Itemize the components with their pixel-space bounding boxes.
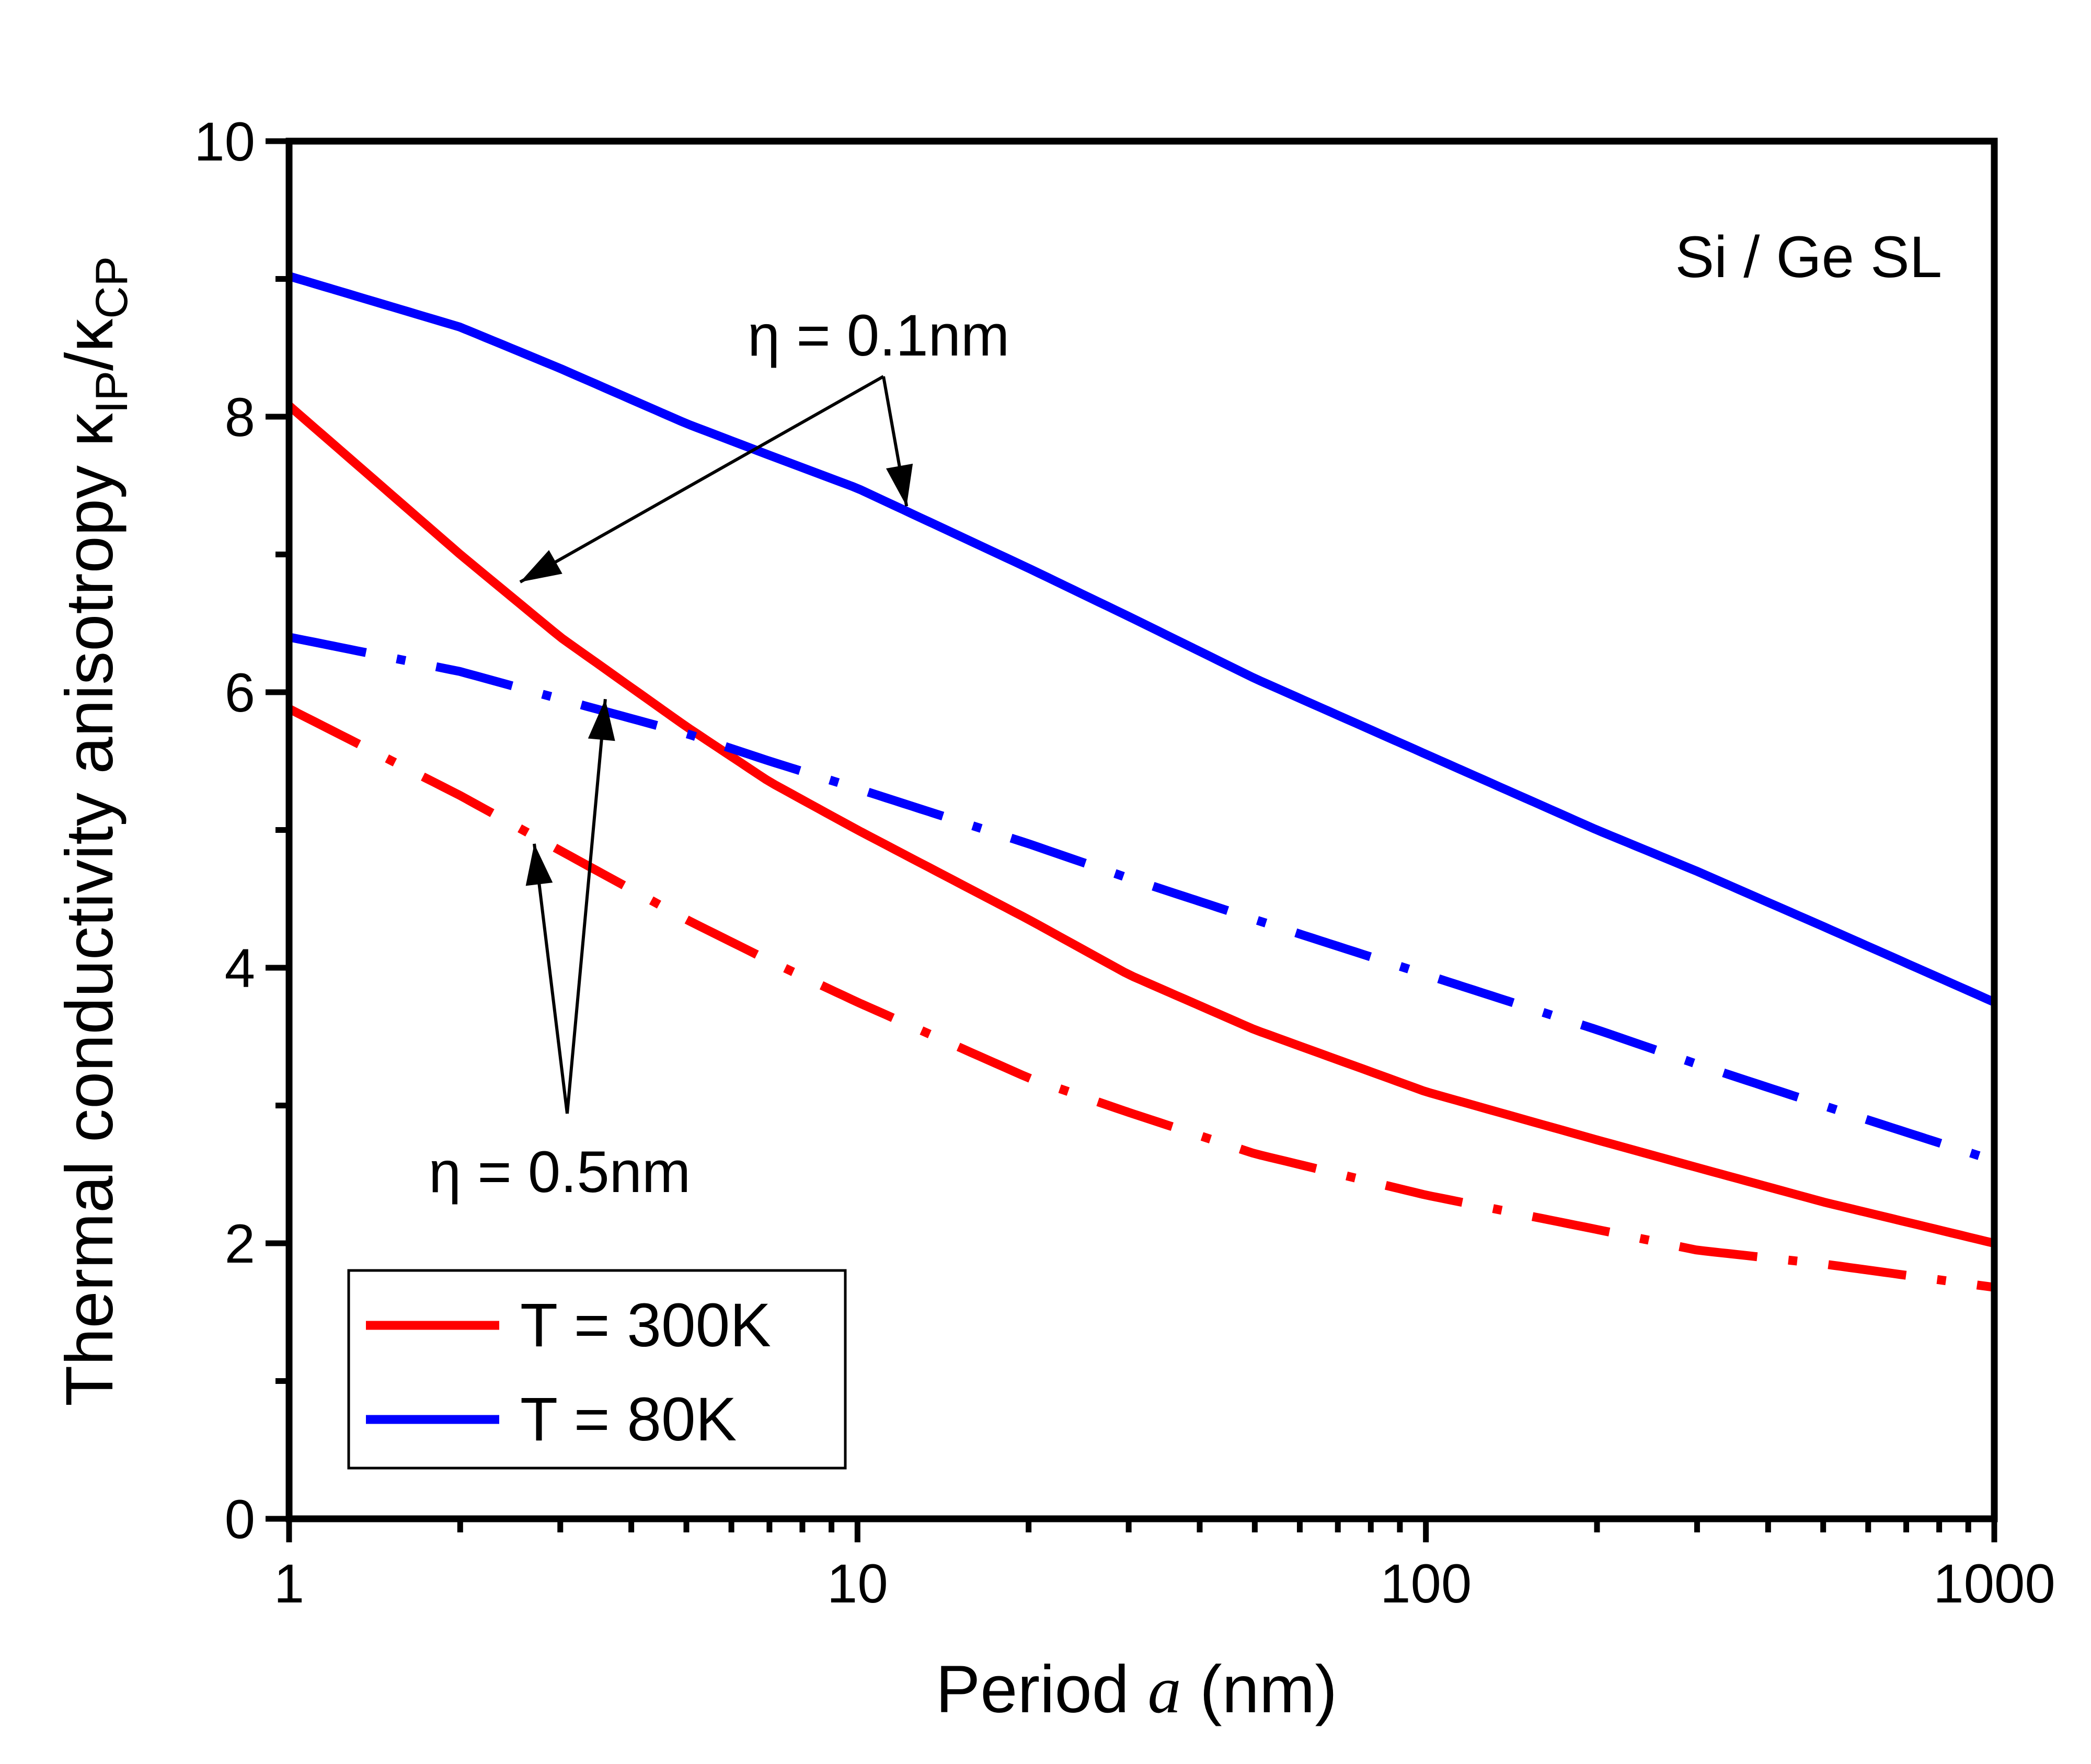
y-tick-label: 8 — [225, 387, 255, 448]
y-tick-label: 2 — [225, 1213, 255, 1275]
x-axis-title-variable: a — [1147, 1653, 1181, 1727]
series-line-t-300k-0-5nm — [287, 705, 1995, 1292]
arrow-eta01-to-300k-head — [520, 550, 562, 582]
tick-label-layer: 1 10 100 1000 0 2 4 6 8 10 — [194, 111, 2055, 1614]
series-line-t-80k-0-1nm — [288, 272, 1996, 1006]
series-layer — [286, 272, 1996, 1292]
tick-layer — [266, 138, 1997, 1542]
arrow-eta05-to-80k-head — [588, 699, 615, 741]
y-axis-title-main: Thermal conductivity anisotropy κ — [52, 413, 127, 1406]
y-axis-title-sub-cp: CP — [87, 256, 137, 318]
arrow-eta01-to-80k-head — [886, 463, 913, 507]
arrow-eta05-to-300k-shaft — [533, 843, 569, 1114]
y-axis-title: Thermal conductivity anisotropy κIP/κCP — [52, 256, 137, 1406]
y-axis-title-mid: /κ — [52, 318, 127, 371]
inset-label: Si / Ge SL — [1675, 224, 1942, 290]
plot-area: 1 10 100 1000 0 2 4 6 8 10 — [194, 111, 2055, 1614]
y-tick-label: 10 — [194, 111, 255, 173]
legend-label-80k: T = 80K — [520, 1385, 737, 1454]
x-axis-title-prefix: Period — [936, 1652, 1148, 1727]
y-tick-label: 4 — [225, 938, 255, 999]
legend: T = 300K T = 80K — [347, 1269, 847, 1470]
annotation-eta-0-1nm: η = 0.1nm — [748, 303, 1009, 368]
x-axis-title-suffix: (nm) — [1181, 1652, 1337, 1727]
annotation-eta-0-5nm: η = 0.5nm — [429, 1139, 691, 1205]
x-axis-title: Period a (nm) — [936, 1652, 1337, 1727]
y-tick-label: 0 — [225, 1489, 255, 1550]
annotation-arrows — [519, 375, 913, 1114]
y-axis-title-sub-ip: IP — [87, 371, 137, 413]
x-tick-label: 1000 — [1933, 1553, 2055, 1614]
arrow-eta05-to-80k-shaft — [566, 698, 607, 1114]
arrow-eta01-to-300k-shaft — [519, 375, 884, 583]
x-tick-label: 1 — [274, 1553, 304, 1614]
legend-label-300k: T = 300K — [520, 1291, 771, 1360]
arrow-eta05-to-300k-head — [525, 843, 553, 886]
x-tick-label: 10 — [827, 1553, 888, 1614]
series-line-t-300k-0-1nm — [286, 402, 1995, 1248]
legend-box — [347, 1269, 847, 1470]
x-tick-label: 100 — [1380, 1553, 1472, 1614]
y-tick-label: 6 — [225, 662, 255, 724]
